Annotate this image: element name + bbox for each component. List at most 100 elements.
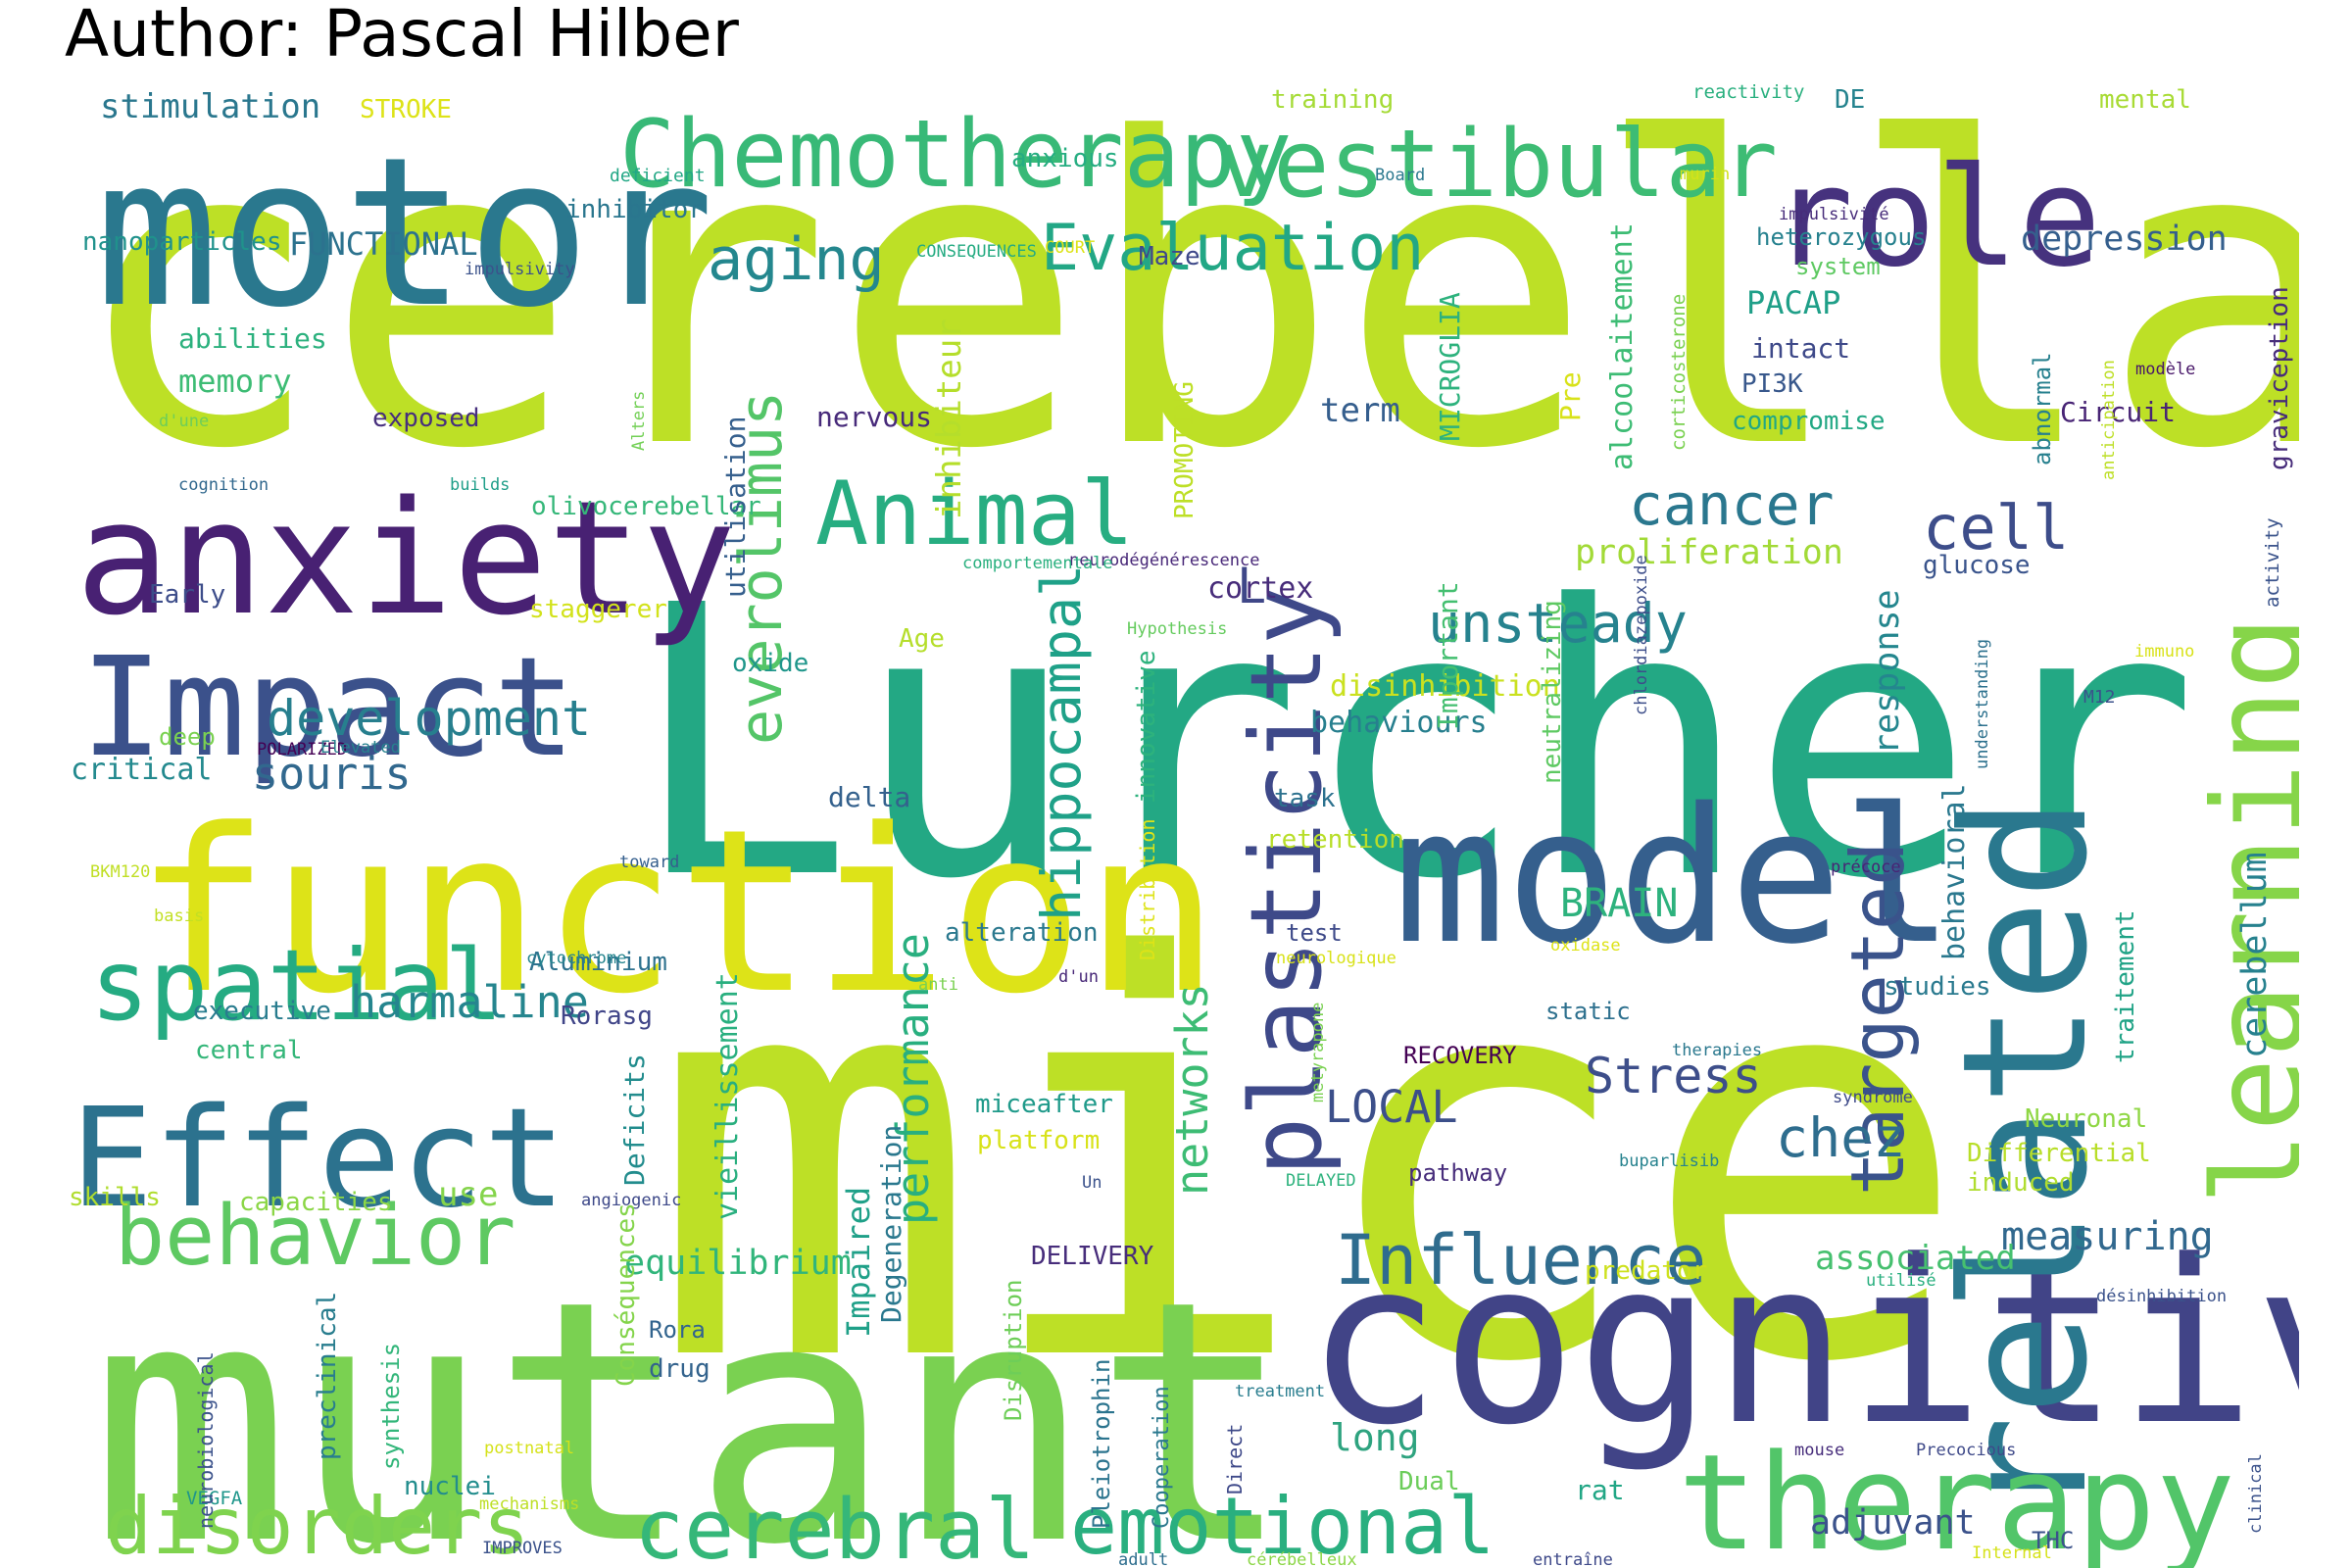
cloud-word: Rorasg xyxy=(561,1002,653,1031)
cloud-word: DELAYED xyxy=(1286,1171,1356,1191)
cloud-word: Influence xyxy=(1335,1220,1706,1300)
cloud-word: cognition xyxy=(178,475,269,495)
cloud-word: critical xyxy=(71,753,213,787)
cloud-word: neurobiological xyxy=(194,1351,218,1529)
cloud-word: POLARIZED xyxy=(257,740,347,760)
cloud-word: DELIVERY xyxy=(1031,1242,1154,1271)
cloud-word: stimulation xyxy=(100,87,320,126)
cloud-word: everolimus xyxy=(727,391,796,745)
cloud-word: staggerer xyxy=(529,595,667,624)
cloud-word: test xyxy=(1286,919,1343,947)
cloud-word: PROMOTING xyxy=(1170,381,1200,519)
cloud-word: chlordiazepoxide xyxy=(1632,555,1651,715)
cloud-word: retention xyxy=(1266,825,1404,855)
cloud-word: anxiety xyxy=(75,466,736,650)
cloud-word: cerebellum xyxy=(2235,852,2275,1058)
figure-title: Author: Pascal Hilber xyxy=(65,0,739,72)
cloud-word: BKM120 xyxy=(90,862,150,882)
cloud-word: CONSEQUENCES xyxy=(916,242,1037,262)
cloud-word: Important xyxy=(1432,581,1464,730)
cloud-word: LOCAL xyxy=(1325,1081,1457,1133)
cloud-word: cortex xyxy=(1207,571,1313,606)
cloud-word: activity xyxy=(2262,517,2283,608)
cloud-word: pathway xyxy=(1408,1159,1507,1187)
cloud-word: Maze xyxy=(1139,242,1200,271)
cloud-word: development xyxy=(267,690,591,747)
cloud-word: intact xyxy=(1751,332,1850,365)
cloud-word: proliferation xyxy=(1575,533,1843,572)
cloud-word: use xyxy=(438,1175,498,1214)
cloud-word: understanding xyxy=(1973,639,1992,769)
cloud-word: therapies xyxy=(1672,1041,1762,1060)
cloud-word: Stress xyxy=(1585,1048,1762,1104)
cloud-word: spatial xyxy=(90,928,503,1043)
cloud-word: deficient xyxy=(610,166,706,186)
cloud-word: Chemotherapy xyxy=(619,101,1292,209)
cloud-word: murin xyxy=(1680,165,1730,184)
cloud-word: Degeneration xyxy=(875,1125,907,1323)
cloud-word: COURT xyxy=(1045,238,1095,258)
cloud-word: rat xyxy=(1575,1474,1625,1506)
cloud-word: static xyxy=(1545,998,1631,1025)
cloud-word: central xyxy=(195,1036,303,1065)
cloud-word: FUNCTIONAL xyxy=(289,225,478,263)
cloud-word: Neuronal xyxy=(2025,1104,2147,1134)
cloud-word: disorders xyxy=(105,1481,529,1568)
cloud-word: executive xyxy=(193,997,331,1026)
cloud-word: platform xyxy=(977,1126,1100,1155)
cloud-word: therapy xyxy=(1678,1426,2235,1568)
cloud-word: IMPROVES xyxy=(482,1539,563,1558)
cloud-word: DE xyxy=(1835,85,1865,115)
cloud-word: innovative xyxy=(1132,650,1161,804)
cloud-word: abilities xyxy=(178,322,327,355)
cloud-word: Precocious xyxy=(1916,1441,2016,1460)
cloud-word: cytochrome xyxy=(526,949,626,968)
cloud-word: drug xyxy=(649,1354,710,1384)
cloud-word: harmaline xyxy=(350,976,589,1028)
cloud-word: response xyxy=(1868,589,1907,755)
cloud-word: motor xyxy=(95,113,714,353)
cloud-word: nuclei xyxy=(404,1472,496,1501)
cloud-word: treatment xyxy=(1235,1382,1325,1401)
cloud-word: task xyxy=(1274,784,1336,813)
cloud-word: function xyxy=(134,782,1220,1044)
cloud-word: Alters xyxy=(629,391,649,451)
cloud-word: d'une xyxy=(159,412,209,431)
cloud-word: vestibular xyxy=(1217,111,1778,219)
cloud-word: entraîne xyxy=(1533,1550,1613,1568)
cloud-word: inhibiteur xyxy=(930,318,969,519)
cloud-word: BRAIN xyxy=(1560,881,1678,926)
cloud-word: vieillissement xyxy=(710,972,745,1220)
cloud-word: Direct xyxy=(1223,1424,1247,1494)
cloud-word: heterozygous xyxy=(1756,223,1926,251)
cloud-word: Pleiotrophin xyxy=(1088,1359,1115,1529)
cloud-word: mutant xyxy=(90,1230,1294,1568)
cloud-word: oxide xyxy=(732,649,808,678)
cloud-word: disinhibition xyxy=(1330,669,1560,704)
cloud-word: Disruption xyxy=(1000,1280,1027,1422)
cloud-word: corticosterone xyxy=(1668,294,1690,451)
cloud-word: glucose xyxy=(1923,551,2031,580)
cloud-word: postnatal xyxy=(484,1439,574,1458)
cloud-word: olivocerebellar xyxy=(531,492,761,521)
cloud-word: Dual xyxy=(1398,1467,1460,1496)
cloud-word: predator xyxy=(1585,1256,1707,1286)
cloud-word: abnormal xyxy=(2029,352,2056,466)
cloud-word: cancer xyxy=(1629,471,1835,538)
cloud-word: builds xyxy=(450,475,510,495)
cloud-word: angiogenic xyxy=(581,1191,681,1210)
cloud-word: induced xyxy=(1967,1168,2075,1198)
cloud-word: measuring xyxy=(2001,1214,2214,1259)
cloud-word: Rora xyxy=(649,1316,706,1344)
cloud-word: Conséquences xyxy=(612,1202,641,1387)
cloud-word: adjuvant xyxy=(1810,1503,1976,1543)
cloud-word: skills xyxy=(69,1183,161,1212)
cloud-word: exposed xyxy=(372,404,480,433)
cloud-word: traitement xyxy=(2111,909,2140,1063)
cloud-word: long xyxy=(1330,1416,1420,1459)
cloud-word: neurodégénérescence xyxy=(1069,551,1259,570)
cloud-word: aging xyxy=(708,225,885,294)
cloud-word: modèle xyxy=(2135,360,2195,379)
cloud-word: THC xyxy=(2032,1527,2074,1554)
